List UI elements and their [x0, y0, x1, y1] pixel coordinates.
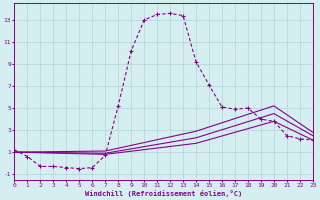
X-axis label: Windchill (Refroidissement éolien,°C): Windchill (Refroidissement éolien,°C) — [85, 190, 242, 197]
